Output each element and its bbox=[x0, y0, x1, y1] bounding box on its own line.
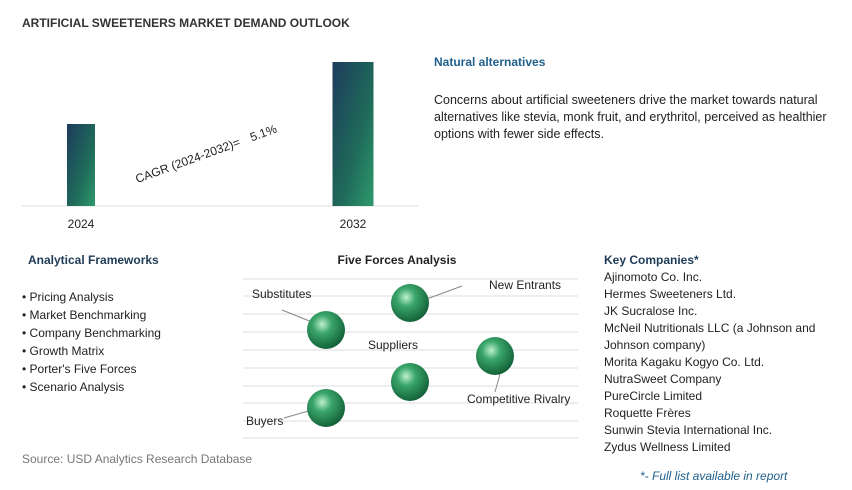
forces-title: Five Forces Analysis bbox=[338, 253, 457, 267]
list-item: Hermes Sweeteners Ltd. bbox=[604, 287, 737, 301]
x-tick-label: 2032 bbox=[340, 217, 367, 231]
list-item: Scenario Analysis bbox=[22, 378, 161, 396]
list-item: McNeil Nutritionals LLC (a Johnson and J… bbox=[604, 321, 816, 352]
list-item: Roquette Frères bbox=[604, 406, 691, 420]
companies-title: Key Companies* bbox=[604, 253, 699, 267]
bar bbox=[332, 62, 374, 206]
list-item: Zydus Wellness Limited bbox=[604, 440, 731, 454]
spheres bbox=[307, 284, 514, 427]
list-item: Morita Kagaku Kogyo Co. Ltd. bbox=[604, 355, 765, 369]
list-item: NutraSweet Company bbox=[604, 372, 722, 386]
list-item: Market Benchmarking bbox=[22, 306, 161, 324]
pointers bbox=[281, 285, 501, 419]
source: Source: USD Analytics Research Database bbox=[22, 452, 252, 466]
highlight-text: Concerns about artificial sweeteners dri… bbox=[434, 93, 827, 141]
frameworks-list: Pricing AnalysisMarket BenchmarkingCompa… bbox=[22, 288, 161, 396]
force-label: New Entrants bbox=[489, 278, 561, 292]
list-item: Porter's Five Forces bbox=[22, 360, 161, 378]
list-item: JK Sucralose Inc. bbox=[604, 304, 698, 318]
list-item: PureCircle Limited bbox=[604, 389, 703, 403]
cagr-label: CAGR (2024-2032)= bbox=[133, 135, 242, 186]
cagr: CAGR (2024-2032)= 5.1% bbox=[133, 122, 278, 186]
frameworks-title: Analytical Frameworks bbox=[28, 253, 159, 267]
chart-title: ARTIFICIAL SWEETENERS MARKET DEMAND OUTL… bbox=[22, 16, 350, 30]
list-item: Company Benchmarking bbox=[22, 324, 161, 342]
x-tick-label: 2024 bbox=[68, 217, 95, 231]
force-label: Substitutes bbox=[252, 287, 311, 301]
bar bbox=[67, 124, 95, 206]
companies-list: Ajinomoto Co. Inc. Hermes Sweeteners Ltd.… bbox=[604, 269, 829, 469]
force-label: Competitive Rivalry bbox=[467, 392, 570, 406]
force-label: Suppliers bbox=[368, 338, 418, 352]
highlight-title: Natural alternatives bbox=[434, 55, 546, 69]
force-label: Buyers bbox=[246, 414, 283, 428]
cagr-value: 5.1% bbox=[248, 122, 279, 145]
list-item: Growth Matrix bbox=[22, 342, 161, 360]
list-item: Pricing Analysis bbox=[22, 288, 161, 306]
list-item: Ajinomoto Co. Inc. bbox=[604, 270, 703, 284]
note: *- Full list available in report bbox=[640, 469, 788, 483]
list-item: Sunwin Stevia International Inc. bbox=[604, 423, 773, 437]
